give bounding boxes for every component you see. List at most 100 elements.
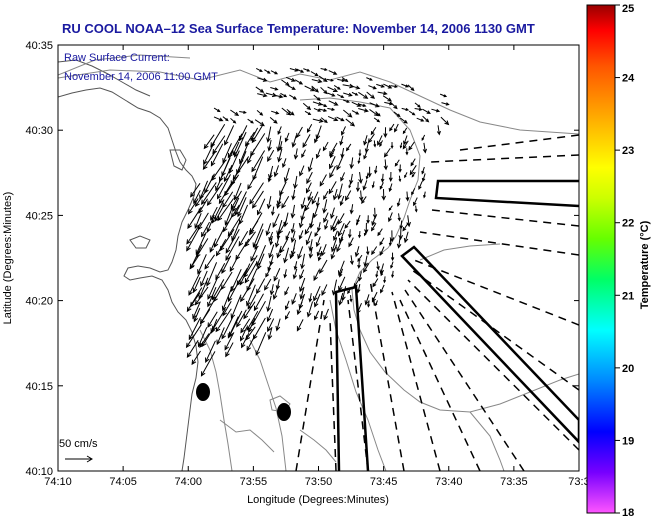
current-vector: [200, 308, 211, 325]
current-vector: [369, 102, 380, 108]
current-vector: [371, 291, 378, 303]
y-tick-label: 40:35: [25, 40, 53, 52]
current-vector: [217, 174, 231, 200]
current-vector: [197, 327, 208, 348]
x-tick-label: 73:35: [500, 476, 528, 488]
current-vector: [327, 107, 336, 111]
current-vector: [207, 286, 217, 308]
current-vector: [283, 167, 290, 183]
current-vector: [357, 271, 363, 282]
y-tick-label: 40:10: [25, 466, 53, 478]
current-vector: [290, 204, 296, 219]
current-vector: [237, 197, 247, 218]
current-vector: [394, 159, 400, 167]
current-vector: [236, 309, 247, 328]
current-vector: [331, 279, 338, 296]
current-vector: [199, 333, 210, 349]
current-vector: [320, 117, 328, 124]
current-vector: [414, 107, 423, 111]
current-vector: [322, 199, 328, 214]
current-vector: [281, 79, 290, 86]
current-vector: [221, 255, 232, 274]
current-vector: [247, 294, 257, 310]
current-vector: [323, 190, 329, 201]
current-vector: [192, 301, 201, 320]
current-vector: [339, 135, 344, 146]
current-vector: [246, 310, 259, 331]
current-vector: [276, 197, 281, 210]
current-vector: [311, 78, 323, 84]
current-vector: [277, 126, 282, 136]
current-vector: [380, 284, 385, 294]
current-vector: [359, 190, 364, 202]
current-vector: [273, 165, 280, 178]
current-vector: [314, 310, 320, 321]
current-vector: [363, 263, 370, 274]
current-vector: [405, 191, 410, 202]
current-vector: [408, 141, 415, 151]
current-vector: [265, 223, 272, 237]
current-vector: [230, 190, 242, 210]
x-tick-label: 74:00: [174, 476, 202, 488]
coastline: [58, 59, 199, 471]
current-vector: [423, 191, 426, 199]
current-vector: [191, 350, 201, 366]
current-vector: [332, 189, 338, 201]
current-vector: [320, 67, 328, 71]
current-vector: [382, 95, 393, 102]
current-vector: [186, 222, 202, 245]
current-vector: [338, 276, 346, 292]
current-vector: [186, 228, 200, 252]
current-vector: [310, 71, 319, 77]
current-vector: [313, 269, 320, 282]
current-vector: [337, 94, 345, 98]
current-vector: [399, 142, 403, 149]
current-vector: [267, 149, 275, 163]
current-vector: [390, 252, 395, 262]
current-vector: [351, 91, 359, 96]
current-vector: [300, 253, 305, 270]
current-vector: [225, 229, 240, 254]
x-tick-label: 74:05: [109, 476, 137, 488]
current-vector: [266, 308, 274, 323]
current-vector: [248, 318, 256, 333]
current-vector: [410, 158, 416, 167]
current-vector: [363, 229, 368, 237]
current-vector: [188, 271, 201, 296]
current-vector: [402, 222, 409, 232]
current-vector: [203, 134, 215, 150]
current-vector: [299, 277, 306, 293]
current-vector: [371, 181, 375, 189]
current-vector: [232, 197, 240, 213]
current-vector: [372, 278, 379, 288]
current-vector: [337, 213, 345, 225]
current-vector: [272, 213, 280, 229]
current-vector: [289, 68, 299, 72]
colorbar: [586, 4, 616, 514]
current-vector: [220, 271, 233, 291]
current-vector: [278, 141, 283, 151]
current-vector: [268, 231, 274, 242]
current-vector: [284, 300, 290, 311]
current-vector: [370, 127, 377, 136]
current-vector: [247, 118, 254, 124]
current-vector: [270, 87, 279, 91]
current-vector: [266, 295, 272, 313]
current-vector: [227, 316, 239, 339]
current-vector: [401, 107, 410, 112]
current-vector: [214, 207, 224, 222]
scale-label: 50 cm/s: [59, 438, 98, 450]
current-vector: [308, 247, 314, 259]
current-vector: [390, 84, 399, 89]
current-vector: [200, 182, 217, 205]
current-vector: [203, 141, 215, 166]
current-vector: [222, 191, 234, 209]
current-vector: [186, 287, 203, 313]
current-vector: [383, 127, 388, 138]
current-vector: [421, 166, 425, 175]
current-vector: [293, 261, 298, 271]
current-vector: [379, 237, 385, 246]
station-marker: [277, 403, 291, 421]
current-vector: [358, 172, 363, 185]
current-vector: [356, 219, 360, 226]
